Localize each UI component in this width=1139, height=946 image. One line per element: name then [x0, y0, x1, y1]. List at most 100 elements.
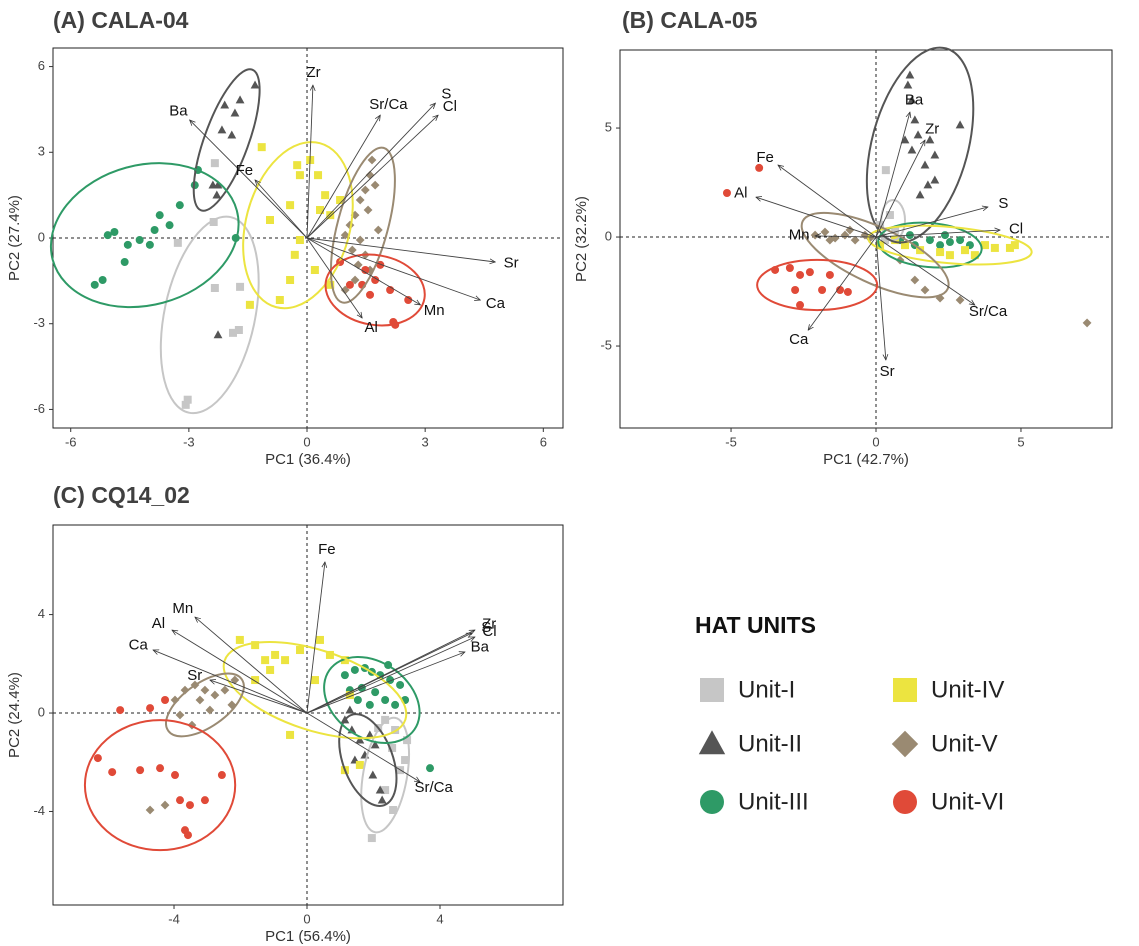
data-point — [840, 230, 850, 240]
data-point — [195, 695, 205, 705]
data-point — [336, 196, 345, 204]
data-point — [281, 656, 290, 665]
data-point — [347, 245, 357, 255]
data-point — [401, 756, 410, 765]
data-point — [981, 241, 990, 250]
data-point — [810, 230, 820, 240]
data-point — [722, 189, 731, 198]
data-point — [361, 266, 370, 274]
data-point — [396, 680, 405, 689]
legend-label: Unit-V — [931, 730, 998, 757]
data-point — [173, 238, 182, 247]
confidence-ellipse — [338, 713, 398, 807]
loading-label: Al — [365, 319, 378, 336]
data-point — [251, 676, 260, 685]
data-point — [293, 161, 302, 170]
data-point — [925, 236, 934, 245]
data-point — [818, 286, 827, 295]
data-point — [907, 145, 917, 154]
data-point — [388, 743, 397, 752]
data-point — [936, 241, 945, 250]
data-point — [945, 251, 954, 260]
data-point — [326, 280, 335, 289]
confidence-ellipse — [800, 211, 950, 299]
confidence-ellipse — [756, 258, 879, 312]
data-point — [367, 834, 376, 843]
data-point — [355, 735, 365, 744]
chart-title: (C) CQ14_02 — [53, 482, 190, 508]
data-point — [377, 795, 387, 804]
data-point — [391, 726, 400, 735]
data-point — [920, 160, 930, 169]
legend-marker — [698, 730, 726, 755]
legend-marker — [893, 678, 917, 702]
data-point — [340, 671, 349, 680]
confidence-ellipse — [880, 198, 906, 242]
data-point — [941, 231, 950, 240]
loading-label: Ba — [471, 639, 490, 656]
confidence-ellipse — [192, 68, 261, 212]
loading-arrow — [875, 236, 975, 305]
data-point — [376, 260, 385, 269]
loading-arrow — [153, 650, 308, 714]
data-point — [391, 700, 400, 709]
data-point — [136, 766, 145, 775]
loading-arrow — [815, 236, 877, 237]
data-point — [360, 185, 370, 195]
data-point — [180, 685, 190, 695]
data-point — [220, 685, 230, 695]
loading-arrow — [306, 115, 438, 239]
loading-arrow — [306, 712, 420, 782]
plot-frame — [619, 49, 1113, 429]
x-tick-label: -3 — [183, 434, 195, 449]
data-point — [905, 70, 915, 79]
data-point — [315, 635, 324, 644]
loading-label: Sr/Ca — [969, 303, 1008, 320]
loading-label: Ca — [486, 295, 506, 312]
data-point — [296, 646, 305, 655]
data-point — [212, 190, 222, 199]
data-point — [381, 695, 390, 704]
data-point — [825, 270, 834, 279]
data-point — [368, 770, 378, 779]
data-point — [135, 236, 144, 244]
confidence-ellipse — [867, 224, 1033, 266]
y-tick-label: -3 — [33, 315, 45, 330]
y-tick-label: 0 — [38, 229, 45, 244]
loading-label: Mn — [172, 600, 193, 617]
data-point — [913, 130, 923, 139]
data-point — [245, 300, 254, 309]
loading-arrow — [306, 237, 495, 262]
data-point — [955, 295, 965, 305]
legend-marker — [700, 678, 724, 702]
data-point — [123, 240, 132, 249]
loading-arrow — [255, 180, 308, 239]
loading-label: S — [481, 619, 491, 636]
data-point — [367, 155, 377, 165]
data-point — [208, 180, 218, 189]
x-tick-label: 6 — [540, 434, 547, 449]
loading-label: Fe — [318, 541, 336, 558]
confidence-ellipse — [323, 655, 421, 744]
loading-label: Al — [152, 615, 165, 632]
data-point — [363, 205, 373, 215]
data-point — [355, 235, 365, 245]
data-point — [370, 180, 380, 190]
data-point — [925, 135, 935, 144]
y-tick-label: 6 — [38, 58, 45, 73]
data-point — [227, 130, 237, 139]
y-axis-label: PC2 (27.4%) — [6, 195, 23, 281]
loading-arrow — [306, 103, 435, 239]
loading-label: Zr — [925, 120, 939, 137]
legend-label: Unit-VI — [931, 788, 1004, 815]
data-point — [325, 650, 334, 659]
chart-title: (A) CALA-04 — [53, 7, 189, 33]
loading-label: Ca — [789, 331, 809, 348]
data-point — [350, 275, 360, 285]
data-point — [881, 166, 890, 175]
loading-arrow — [778, 165, 877, 238]
data-point — [345, 280, 354, 289]
data-point — [200, 685, 210, 695]
loading-label: Mn — [789, 227, 810, 244]
